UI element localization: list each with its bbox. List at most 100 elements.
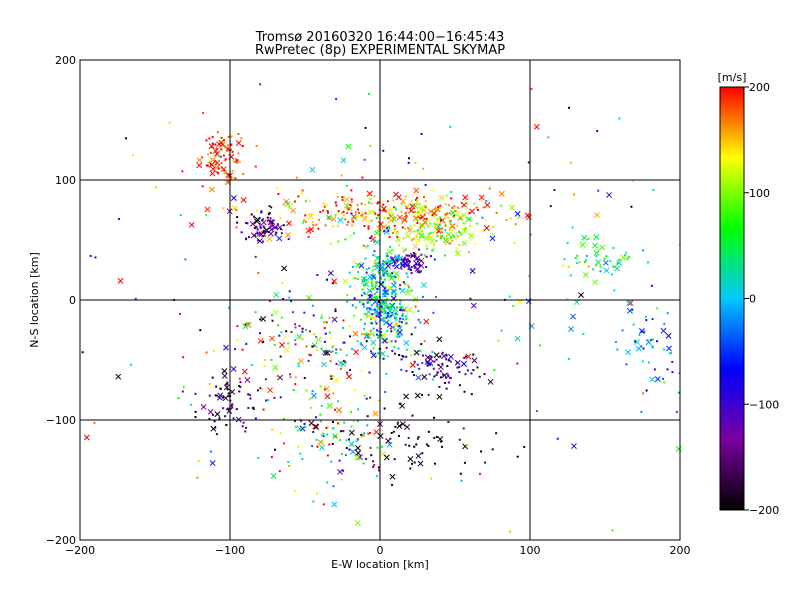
data-point-dot [320,316,323,319]
data-point-dot [386,292,389,295]
data-point-dot [420,343,423,346]
data-point-dot [378,316,381,319]
data-point-dot [372,288,375,291]
data-point-dot [404,282,407,285]
data-point-dot [341,469,344,472]
data-point-dot [202,112,205,115]
data-point-dot [227,135,230,138]
data-point-dot [231,150,234,153]
data-point-dot [431,350,434,353]
y-tick-label: −100 [46,414,76,427]
data-point-dot [238,385,241,388]
data-point-dot [324,224,327,227]
data-point-dot [509,217,512,220]
data-point-dot [302,221,305,224]
data-point-dot [194,410,197,413]
data-point-cross [468,232,475,239]
data-point-dot [369,431,372,434]
data-point-cross [489,235,496,242]
data-point-dot [326,425,329,428]
data-point-cross [470,302,477,309]
data-point-dot [433,375,436,378]
data-point-dot [289,376,292,379]
data-point-dot [469,238,472,241]
data-point-cross [337,217,344,224]
data-point-dot [405,317,408,320]
data-point-dot [390,314,393,317]
data-point-cross [346,373,353,380]
data-point-cross [484,201,491,208]
data-point-cross [379,263,386,270]
data-point-cross [335,407,342,414]
data-point-dot [362,303,365,306]
data-point-cross [441,353,447,360]
data-point-dot [259,387,262,390]
data-point-dot [473,202,476,205]
data-point-dot [280,316,283,319]
data-point-cross [281,265,288,272]
data-point-dot [253,227,256,230]
data-point-dot [651,317,654,320]
data-point-dot [599,265,602,268]
data-point-dot [385,252,388,255]
data-point-dot [373,195,376,198]
data-point-dot [462,427,465,430]
data-point-dot [130,363,133,366]
data-point-dot [284,335,287,338]
data-point-cross [393,270,400,277]
data-point-dot [437,363,440,366]
data-point-dot [675,410,678,413]
data-point-cross [382,289,388,296]
data-point-dot [400,334,403,337]
data-point-dot [259,83,262,86]
data-point-dot [343,341,346,344]
data-point-dot [367,432,370,435]
data-point-dot [322,321,325,324]
data-point-dot [320,314,323,317]
data-point-dot [316,273,319,276]
data-point-dot [381,302,384,305]
data-point-dot [208,383,211,386]
data-point-dot [376,303,379,306]
data-point-dot [235,408,238,411]
data-point-dot [320,404,323,407]
data-point-dot [441,362,444,365]
data-point-dot [417,263,420,266]
data-point-dot [393,328,396,331]
data-point-dot [335,204,338,207]
data-point-dot [323,327,326,330]
data-point-dot [364,203,367,206]
data-point-dot [386,217,389,220]
data-point-dot [209,450,212,453]
data-point-dot [413,211,416,214]
data-point-dot [212,168,215,171]
data-point-cross [332,433,339,440]
data-point-dot [250,364,253,367]
data-point-dot [469,224,472,227]
data-point-cross [421,207,427,214]
data-point-dot [404,219,407,222]
data-point-cross [370,339,377,346]
data-point-dot [270,206,273,209]
data-point-dot [439,370,442,373]
data-point-dot [211,376,214,379]
data-point-dot [305,345,308,348]
data-point-dot [376,215,379,218]
data-point-dot [447,381,450,384]
data-point-dot [359,342,362,345]
data-point-cross [415,452,422,459]
data-point-cross [230,195,237,201]
data-point-dot [444,224,447,227]
data-point-dot [375,333,378,336]
data-point-dot [373,308,376,311]
data-point-cross [355,449,362,456]
data-point-dot [230,404,233,407]
data-point-cross [326,214,333,221]
data-point-dot [466,202,469,205]
data-point-dot [340,430,343,433]
data-point-dot [571,226,574,229]
data-point-dot [276,187,279,190]
data-point-dot [413,445,416,448]
data-point-dot [388,262,391,265]
data-point-dot [363,244,366,247]
